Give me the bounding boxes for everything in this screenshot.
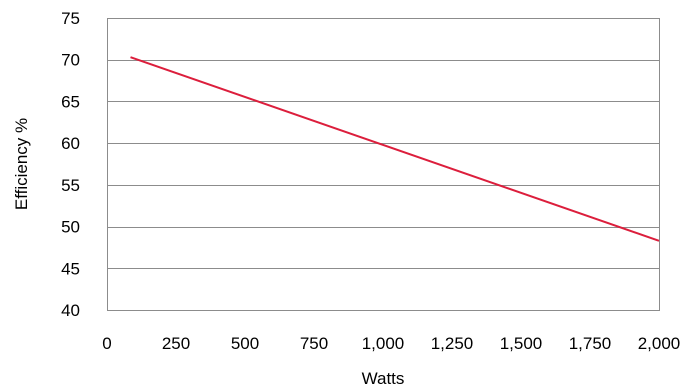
y-tick-label: 60 <box>61 134 80 153</box>
x-tick-label: 250 <box>162 334 190 353</box>
x-tick-label: 1,250 <box>431 334 474 353</box>
y-tick-label: 50 <box>61 218 80 237</box>
x-tick-label: 1,750 <box>569 334 612 353</box>
x-tick-label: 750 <box>300 334 328 353</box>
y-tick-label: 65 <box>61 92 80 111</box>
y-tick-label: 55 <box>61 176 80 195</box>
y-tick-label: 45 <box>61 259 80 278</box>
x-axis-title: Watts <box>362 369 405 388</box>
y-tick-label: 40 <box>61 301 80 320</box>
x-tick-label: 2,000 <box>638 334 681 353</box>
x-tick-label: 0 <box>102 334 111 353</box>
y-axis-title: Efficiency % <box>12 118 31 210</box>
data-series <box>130 56 660 242</box>
x-tick-label: 500 <box>231 334 259 353</box>
x-tick-label: 1,000 <box>362 334 405 353</box>
plot-area-frame <box>107 18 660 311</box>
y-axis-tick-labels: 40 45 50 55 60 65 70 75 <box>61 9 80 320</box>
gridlines <box>107 60 659 269</box>
y-tick-label: 75 <box>61 9 80 28</box>
x-tick-label: 1,500 <box>500 334 543 353</box>
y-tick-label: 70 <box>61 51 80 70</box>
series-line-0 <box>130 56 660 242</box>
x-axis-tick-labels: 0 250 500 750 1,000 1,250 1,500 1,750 2,000 <box>102 334 680 353</box>
